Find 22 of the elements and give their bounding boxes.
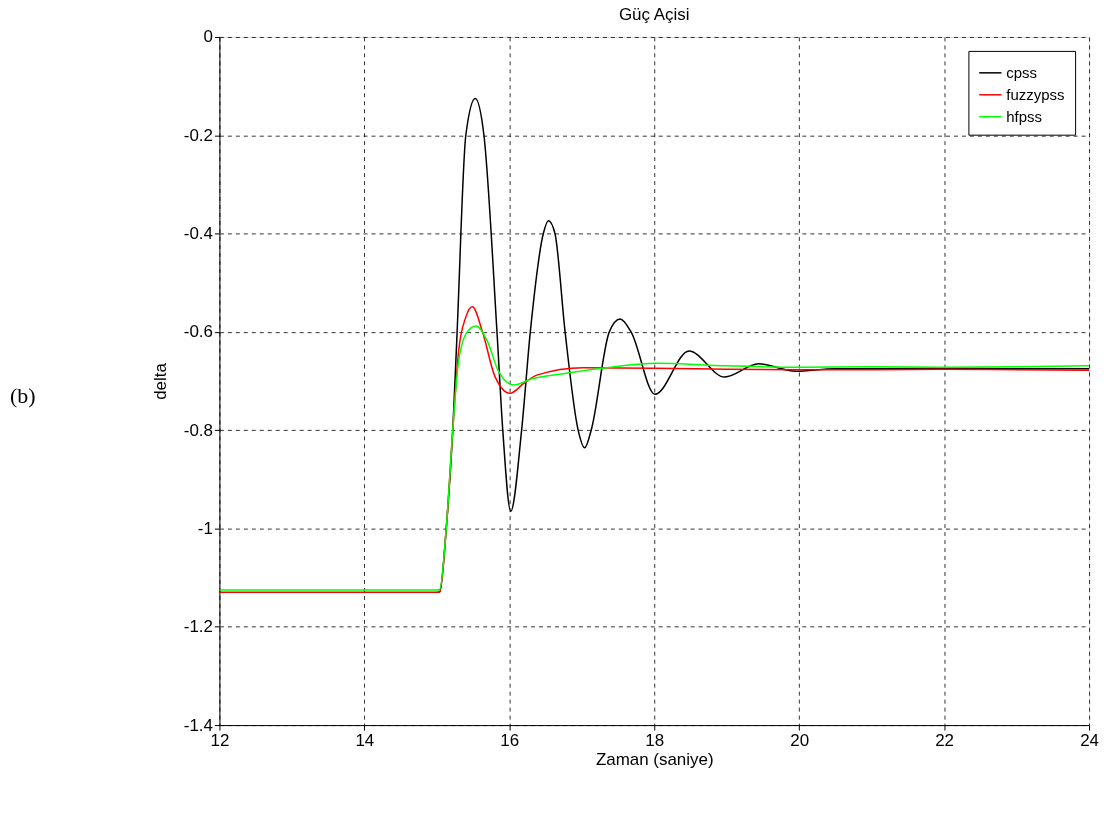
x-tick-label: 22 [935,730,955,750]
y-tick-label: -0.8 [183,420,213,440]
y-tick-label: -0.2 [183,125,213,145]
y-tick-label: -1.2 [183,617,213,637]
x-axis-title: Zaman (saniye) [595,750,714,770]
x-tick-label: 18 [645,730,665,750]
y-tick-label: 0 [203,27,213,47]
y-tick-label: -0.4 [183,224,213,244]
legend-label: fuzzypss [1006,85,1065,103]
x-tick-label: 20 [790,730,810,750]
chart-title: Güç Açisi [618,4,690,24]
y-tick-label: -1 [197,518,213,538]
y-axis-title: delta [150,362,170,400]
text: (b) [9,382,36,408]
x-tick-label: 14 [355,730,375,750]
x-tick-label: 12 [210,730,230,750]
y-tick-label: -1.4 [183,715,213,735]
x-tick-label: 16 [500,730,520,750]
x-tick-label: 24 [1080,730,1099,750]
legend-label: hfpss [1006,107,1042,125]
legend-label: cpss [1006,63,1038,81]
y-tick-label: -0.6 [183,322,213,342]
